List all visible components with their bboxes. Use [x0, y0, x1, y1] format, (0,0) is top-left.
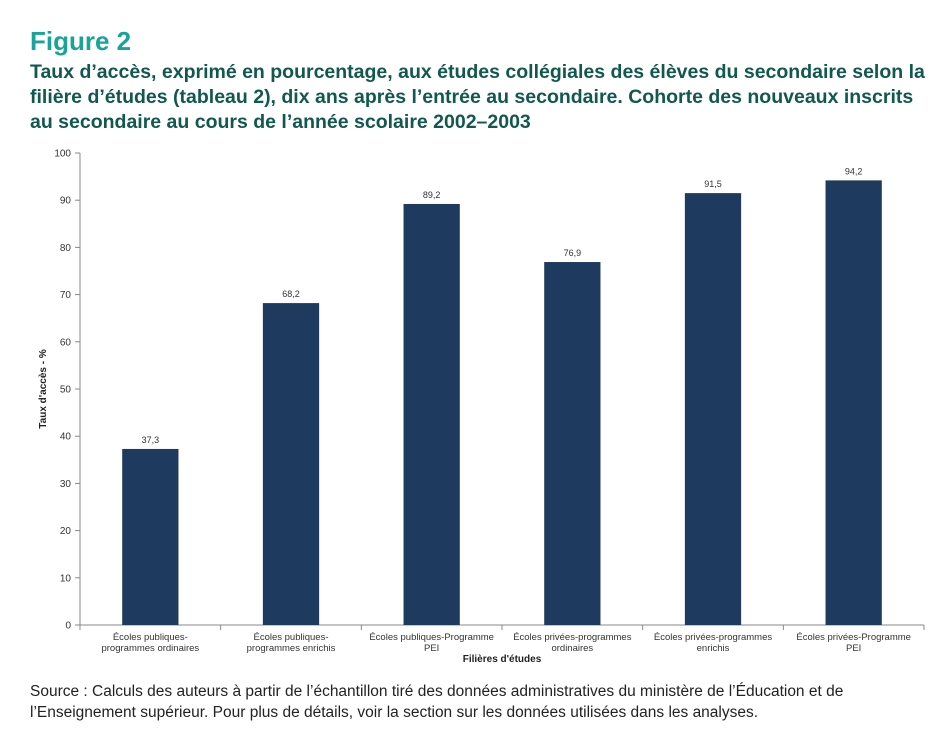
y-tick-label: 10	[60, 573, 72, 584]
y-tick-label: 40	[60, 432, 72, 443]
y-tick-label: 50	[60, 385, 72, 396]
bar-chart: 0 10 20 30 40 50 60 70 80 90 100 37,3 Écoles publiqu…	[38, 149, 925, 665]
figure-label: Figure 2	[30, 26, 132, 56]
bar	[825, 180, 882, 625]
category-label: programmes enrichis	[247, 643, 336, 654]
x-axis-title: Filières d'études	[463, 654, 542, 665]
category-label: Écoles privées-programmes	[654, 632, 773, 643]
category-label: Écoles publiques-Programme	[369, 632, 494, 643]
y-tick-label: 100	[54, 149, 71, 160]
category-label: ordinaires	[551, 643, 593, 654]
category-label: programmes ordinaires	[101, 643, 199, 654]
y-tick-label: 90	[60, 196, 72, 207]
y-tick-label: 20	[60, 526, 72, 537]
bar	[403, 203, 460, 625]
data-label: 94,2	[845, 166, 863, 176]
data-label: 89,2	[423, 190, 441, 200]
category-label: Écoles publiques-	[113, 632, 188, 643]
data-label: 68,2	[282, 289, 300, 299]
data-label: 37,3	[142, 435, 160, 445]
category-label: PEI	[846, 643, 861, 654]
figure-title: Taux d’accès, exprimé en pourcentage, au…	[30, 61, 925, 133]
y-tick-label: 0	[65, 621, 71, 632]
data-label: 91,5	[704, 179, 722, 189]
bar	[262, 303, 320, 625]
bar	[122, 448, 179, 625]
y-axis-title: Taux d'accès - %	[38, 349, 49, 429]
data-label: 76,9	[564, 248, 582, 258]
bar	[544, 262, 601, 625]
category-label: Écoles privées-programmes	[513, 632, 632, 643]
source-note: Source : Calculs des auteurs à partir de…	[30, 683, 844, 721]
y-tick-label: 80	[60, 243, 72, 254]
category-label: enrichis	[697, 643, 730, 654]
y-tick-label: 30	[60, 479, 72, 490]
category-label: Écoles privées-Programme	[796, 632, 911, 643]
category-label: Écoles publiques-	[254, 632, 329, 643]
y-tick-label: 70	[60, 290, 72, 301]
bar	[684, 193, 742, 625]
y-tick-label: 60	[60, 337, 72, 348]
category-label: PEI	[424, 643, 439, 654]
